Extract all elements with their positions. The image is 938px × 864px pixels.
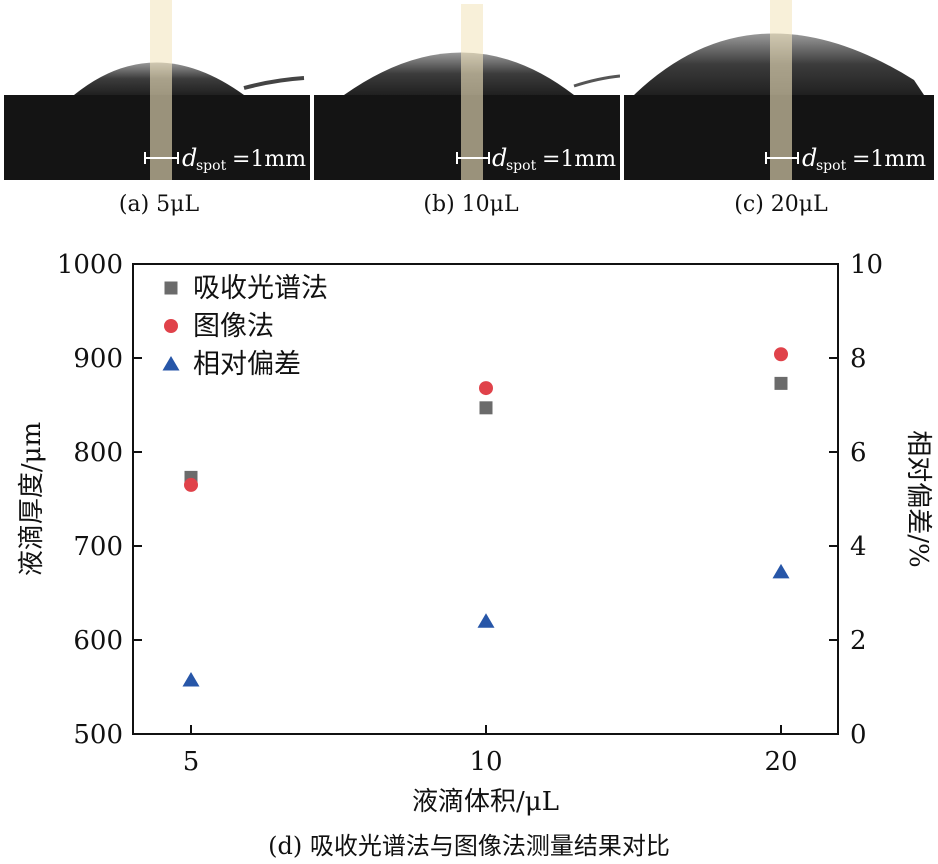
y-right-tick-label: 0: [850, 720, 867, 750]
droplet-photo-a-image: d spot =1mm: [4, 0, 310, 180]
y-right-tick-label: 4: [850, 532, 867, 562]
y-left-tick-label: 800: [73, 438, 123, 468]
data-point-circle: [774, 347, 788, 362]
photo-caption-a: (a) 5μL: [118, 192, 200, 217]
legend-marker-square: [164, 281, 178, 295]
y-left-tick-label: 1000: [57, 250, 123, 280]
chart-ticks: 500 600 700 800 900 1000 0 2 4 6 8 10 5 10 20: [57, 250, 883, 777]
scale-subscript: spot: [196, 158, 227, 174]
chart-caption: (d) 吸收光谱法与图像法测量结果对比: [268, 832, 670, 860]
y-axis-left-label: 液滴厚度/μm: [17, 422, 47, 576]
photo-caption-b: (b) 10μL: [423, 192, 519, 217]
scale-symbol: d: [802, 144, 817, 172]
x-tick-label: 20: [764, 747, 797, 777]
x-tick-label: 5: [183, 747, 200, 777]
legend-label: 吸收光谱法: [193, 273, 328, 304]
droplet-photo-c-image: d spot =1mm: [624, 0, 934, 180]
y-left-tick-label: 600: [73, 626, 123, 656]
scale-symbol: d: [492, 144, 507, 172]
droplet-photo-c: d spot =1mm: [624, 0, 934, 180]
y-left-tick-label: 900: [73, 344, 123, 374]
droplet-photo-b: d spot =1mm: [314, 0, 620, 180]
droplet-photo-b-image: d spot =1mm: [314, 0, 620, 180]
y-right-tick-label: 2: [850, 626, 867, 656]
scale-symbol: d: [182, 144, 197, 172]
droplet-photo-a: d spot =1mm: [4, 0, 310, 180]
scale-subscript: spot: [816, 158, 847, 174]
scale-value: =1mm: [542, 147, 616, 172]
photo-caption-c: (c) 20μL: [734, 192, 828, 217]
scale-value: =1mm: [852, 147, 926, 172]
y-right-tick-label: 8: [850, 344, 867, 374]
data-point-triangle: [772, 563, 790, 579]
data-point-circle: [479, 381, 493, 396]
thickness-comparison-chart: 500 600 700 800 900 1000 0 2 4 6 8 10 5 10 20 吸收光谱法图像法…: [17, 250, 933, 817]
data-point-triangle: [182, 671, 200, 687]
x-tick-label: 10: [469, 747, 502, 777]
data-point-square: [774, 376, 788, 390]
y-right-tick-label: 6: [850, 438, 867, 468]
scale-subscript: spot: [506, 158, 537, 174]
y-left-tick-label: 700: [73, 532, 123, 562]
y-left-tick-label: 500: [73, 720, 123, 750]
legend-marker-circle: [164, 319, 178, 333]
legend-marker-triangle: [162, 356, 180, 371]
x-axis-label: 液滴体积/μL: [412, 787, 559, 817]
data-point-circle: [184, 477, 198, 492]
y-axis-right-label: 相对偏差/%: [903, 430, 933, 567]
y-right-tick-label: 10: [850, 250, 883, 280]
legend-label: 图像法: [193, 311, 274, 342]
data-point-square: [479, 401, 493, 415]
legend-label: 相对偏差: [193, 349, 301, 380]
chart-marks: [182, 347, 790, 687]
data-point-triangle: [477, 613, 495, 628]
scale-value: =1mm: [232, 147, 306, 172]
